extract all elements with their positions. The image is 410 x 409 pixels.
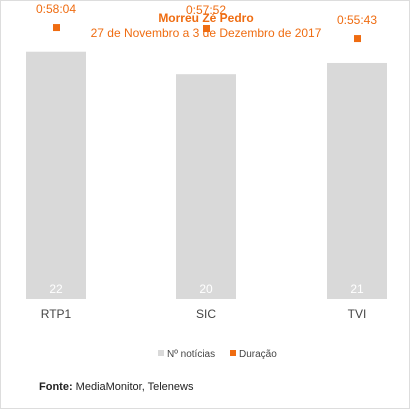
chart-title: Morreu Zé Pedro	[158, 11, 253, 25]
x-tick-label-tvi: TVI	[348, 307, 367, 321]
x-tick-label-rtp1: RTP1	[41, 307, 72, 321]
chart-subtitle: 27 de Novembro a 3 de Dezembro de 2017	[91, 26, 322, 40]
duration-marker-sic	[203, 24, 210, 32]
duration-marker-rtp1	[53, 24, 60, 32]
duration-label-sic: 0:57:52	[186, 3, 226, 17]
legend-swatch-duration	[230, 350, 236, 356]
bar-value-label-rtp1: 22	[49, 282, 63, 296]
bar-tvi	[327, 62, 387, 300]
legend-swatch-count	[158, 350, 164, 356]
source-note: Fonte: MediaMonitor, Telenews	[39, 381, 193, 393]
bar-value-label-sic: 20	[199, 282, 213, 296]
legend-label-count: Nº notícias	[167, 349, 215, 360]
bar-sic	[176, 74, 236, 299]
x-tick-label-sic: SIC	[196, 307, 216, 321]
source-label: Fonte:	[39, 381, 73, 393]
source-text: MediaMonitor, Telenews	[75, 381, 194, 393]
chart-marks: 22 0:58:04 RTP1 20 0:57:52 SIC 21 0:55:43 TVI	[26, 2, 387, 321]
legend-label-duration: Duração	[239, 349, 277, 360]
bar-rtp1	[26, 51, 86, 299]
duration-label-rtp1: 0:58:04	[36, 2, 76, 16]
duration-marker-tvi	[354, 35, 361, 43]
bar-value-label-tvi: 21	[350, 282, 364, 296]
duration-label-tvi: 0:55:43	[337, 13, 377, 27]
legend: Nº notícias Duração	[158, 349, 277, 360]
